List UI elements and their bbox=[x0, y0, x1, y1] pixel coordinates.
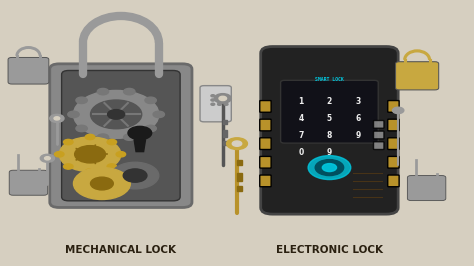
Circle shape bbox=[227, 138, 247, 149]
Circle shape bbox=[392, 107, 404, 114]
FancyBboxPatch shape bbox=[388, 101, 399, 112]
Text: SMART LOCK: SMART LOCK bbox=[315, 77, 344, 82]
Circle shape bbox=[97, 88, 109, 95]
FancyBboxPatch shape bbox=[260, 138, 271, 149]
Text: 3: 3 bbox=[355, 97, 361, 106]
Circle shape bbox=[315, 160, 344, 176]
FancyBboxPatch shape bbox=[281, 80, 378, 143]
Circle shape bbox=[218, 95, 221, 97]
Circle shape bbox=[153, 111, 164, 118]
Circle shape bbox=[45, 157, 50, 160]
Polygon shape bbox=[223, 141, 227, 145]
Circle shape bbox=[308, 156, 351, 180]
Polygon shape bbox=[237, 160, 242, 165]
Circle shape bbox=[59, 137, 121, 172]
Circle shape bbox=[123, 169, 147, 182]
FancyBboxPatch shape bbox=[62, 70, 180, 201]
Circle shape bbox=[55, 152, 64, 157]
FancyBboxPatch shape bbox=[9, 170, 47, 195]
Circle shape bbox=[145, 125, 156, 132]
Circle shape bbox=[214, 94, 231, 103]
FancyBboxPatch shape bbox=[374, 131, 384, 139]
FancyBboxPatch shape bbox=[50, 64, 192, 207]
Circle shape bbox=[40, 154, 55, 162]
Circle shape bbox=[73, 90, 159, 138]
Circle shape bbox=[322, 164, 337, 172]
Circle shape bbox=[124, 134, 135, 140]
Circle shape bbox=[145, 97, 156, 103]
Circle shape bbox=[124, 88, 135, 95]
Circle shape bbox=[85, 134, 95, 140]
Text: 8: 8 bbox=[327, 131, 332, 140]
FancyBboxPatch shape bbox=[374, 142, 384, 149]
Circle shape bbox=[54, 117, 60, 120]
Circle shape bbox=[211, 103, 215, 105]
Text: 6: 6 bbox=[355, 114, 361, 123]
Text: 9: 9 bbox=[327, 148, 332, 157]
Text: 5: 5 bbox=[327, 114, 332, 123]
FancyBboxPatch shape bbox=[388, 175, 399, 187]
Circle shape bbox=[219, 96, 227, 101]
Circle shape bbox=[232, 141, 242, 146]
Text: 1: 1 bbox=[298, 97, 304, 106]
Circle shape bbox=[128, 126, 152, 140]
Circle shape bbox=[107, 139, 117, 145]
Circle shape bbox=[73, 168, 130, 200]
FancyBboxPatch shape bbox=[388, 138, 399, 149]
Text: 0: 0 bbox=[298, 148, 304, 157]
Circle shape bbox=[68, 111, 79, 118]
Circle shape bbox=[218, 99, 221, 101]
Text: 2: 2 bbox=[327, 97, 332, 106]
Polygon shape bbox=[237, 186, 242, 191]
Circle shape bbox=[91, 177, 113, 190]
FancyBboxPatch shape bbox=[200, 86, 231, 122]
Circle shape bbox=[76, 97, 87, 103]
Circle shape bbox=[224, 103, 228, 105]
Circle shape bbox=[224, 95, 228, 97]
FancyBboxPatch shape bbox=[260, 119, 271, 131]
Polygon shape bbox=[223, 130, 227, 137]
Text: ELECTRONIC LOCK: ELECTRONIC LOCK bbox=[276, 245, 383, 255]
FancyBboxPatch shape bbox=[374, 120, 384, 128]
Text: 7: 7 bbox=[298, 131, 304, 140]
Text: 4: 4 bbox=[298, 114, 304, 123]
Circle shape bbox=[91, 100, 142, 129]
Circle shape bbox=[211, 95, 215, 97]
FancyBboxPatch shape bbox=[8, 57, 49, 84]
FancyBboxPatch shape bbox=[260, 156, 271, 168]
Circle shape bbox=[211, 99, 215, 101]
Text: 9: 9 bbox=[355, 131, 361, 140]
FancyBboxPatch shape bbox=[261, 47, 398, 214]
Polygon shape bbox=[223, 120, 227, 124]
Circle shape bbox=[111, 162, 159, 189]
Circle shape bbox=[50, 114, 64, 122]
Polygon shape bbox=[134, 140, 146, 152]
Circle shape bbox=[76, 125, 87, 132]
FancyBboxPatch shape bbox=[407, 176, 446, 201]
Circle shape bbox=[218, 103, 221, 105]
FancyBboxPatch shape bbox=[388, 156, 399, 168]
Polygon shape bbox=[237, 173, 242, 181]
Circle shape bbox=[64, 164, 73, 169]
Circle shape bbox=[107, 164, 117, 169]
Circle shape bbox=[75, 146, 106, 163]
FancyBboxPatch shape bbox=[260, 101, 271, 112]
FancyBboxPatch shape bbox=[395, 62, 439, 90]
FancyBboxPatch shape bbox=[388, 119, 399, 131]
Circle shape bbox=[97, 134, 109, 140]
FancyBboxPatch shape bbox=[260, 175, 271, 187]
Circle shape bbox=[116, 152, 126, 157]
Circle shape bbox=[108, 110, 125, 119]
Circle shape bbox=[224, 99, 228, 101]
Circle shape bbox=[64, 139, 73, 145]
Text: MECHANICAL LOCK: MECHANICAL LOCK bbox=[65, 245, 176, 255]
Circle shape bbox=[85, 169, 95, 174]
